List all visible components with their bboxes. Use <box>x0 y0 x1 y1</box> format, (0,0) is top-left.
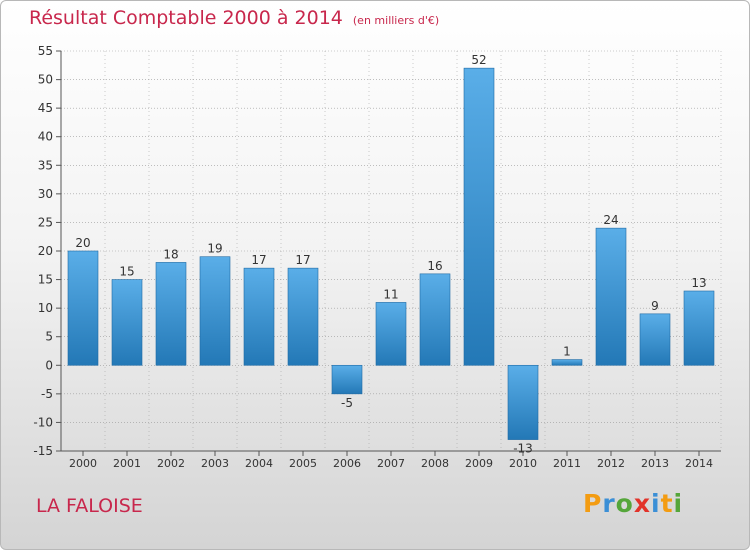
data-label: -5 <box>341 396 353 410</box>
place-name: LA FALOISE <box>36 495 143 517</box>
x-tick-label: 2008 <box>421 457 449 470</box>
y-tick-label: 15 <box>38 273 53 287</box>
y-tick-label: 5 <box>45 330 53 344</box>
bar <box>155 262 187 366</box>
x-tick-label: 2010 <box>509 457 537 470</box>
data-label: 20 <box>75 236 90 250</box>
y-tick-label: 45 <box>38 101 53 115</box>
bar <box>331 364 363 395</box>
data-label: 17 <box>251 253 266 267</box>
x-tick-label: 2011 <box>553 457 581 470</box>
y-tick-label: -10 <box>33 415 53 429</box>
data-label: 17 <box>295 253 310 267</box>
bar <box>419 273 451 366</box>
y-tick-label: 20 <box>38 244 53 258</box>
brand-logo: Proxiti <box>583 489 683 518</box>
bar <box>287 267 319 366</box>
data-label: 16 <box>427 259 442 273</box>
x-tick-label: 2006 <box>333 457 361 470</box>
data-label: 13 <box>691 276 706 290</box>
chart-title-text: Résultat Comptable 2000 à 2014 <box>29 7 343 29</box>
y-tick-label: 40 <box>38 130 53 144</box>
y-tick-label: 35 <box>38 158 53 172</box>
chart-unit: (en milliers d'€) <box>352 14 440 27</box>
bars <box>67 67 715 440</box>
x-tick-label: 2012 <box>597 457 625 470</box>
data-label: 1 <box>563 345 571 359</box>
x-tick-label: 2002 <box>157 457 185 470</box>
y-tick-label: -5 <box>41 387 53 401</box>
data-label: 24 <box>603 213 618 227</box>
x-tick-label: 2005 <box>289 457 317 470</box>
chart-title: Résultat Comptable 2000 à 2014 (en millie… <box>29 7 439 29</box>
data-label: 15 <box>119 265 134 279</box>
bar <box>243 267 275 366</box>
data-label: -13 <box>513 442 533 456</box>
data-label: 52 <box>471 53 486 67</box>
y-tick-label: 25 <box>38 215 53 229</box>
bar <box>507 364 539 440</box>
x-tick-label: 2014 <box>685 457 713 470</box>
data-labels: 20 15 18 19 17 17 -5 11 16 52 -13 1 24 9 13 <box>75 53 706 455</box>
y-tick-label: 0 <box>45 358 53 372</box>
bar <box>67 250 99 366</box>
x-tick-label: 2003 <box>201 457 229 470</box>
data-label: 19 <box>207 242 222 256</box>
logo-letter: i <box>673 489 684 518</box>
grid-lines <box>60 50 722 452</box>
y-tick-label: 55 <box>38 44 53 58</box>
data-label: 9 <box>651 299 659 313</box>
data-label: 18 <box>163 247 178 261</box>
bar <box>463 67 495 366</box>
x-tick-label: 2000 <box>69 457 97 470</box>
data-label: 11 <box>383 287 398 301</box>
logo-letter: r <box>602 489 616 518</box>
bar <box>551 359 583 366</box>
logo-letter: t <box>660 489 674 518</box>
y-tick-label: -15 <box>33 444 53 458</box>
x-tick-label: 2004 <box>245 457 273 470</box>
logo-letter: x <box>633 489 651 518</box>
bar <box>375 302 407 366</box>
y-tick-label: 50 <box>38 73 53 87</box>
bar <box>595 227 627 366</box>
y-tick-label: 10 <box>38 301 53 315</box>
x-tick-label: 2009 <box>465 457 493 470</box>
x-tick-label: 2013 <box>641 457 669 470</box>
bar <box>111 279 143 366</box>
bar <box>199 256 231 366</box>
x-tick-label: 2007 <box>377 457 405 470</box>
logo-letter: o <box>615 489 634 518</box>
y-tick-label: 30 <box>38 187 53 201</box>
logo-letter: i <box>651 489 661 518</box>
x-tick-label: 2001 <box>113 457 141 470</box>
bar <box>683 290 715 366</box>
bar <box>639 313 671 366</box>
logo-letter: P <box>583 489 603 518</box>
